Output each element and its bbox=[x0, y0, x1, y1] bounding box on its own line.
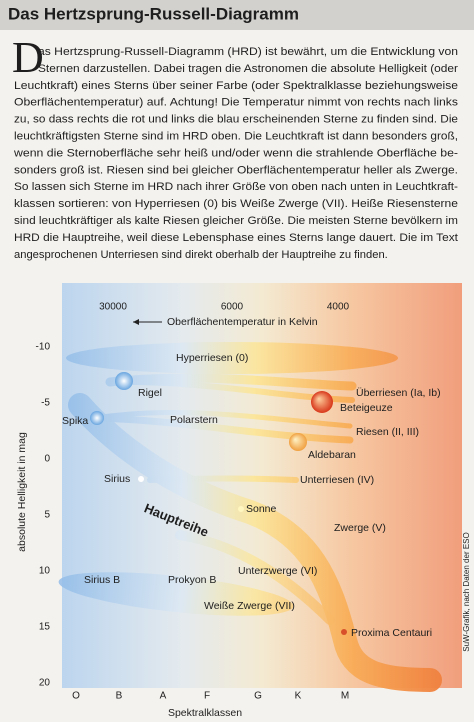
paragraph-line: wenn die Sternoberfläche sehr heiß und/o… bbox=[13, 147, 458, 159]
hypergiant-region bbox=[66, 342, 398, 374]
paragraph-line: Leuchtkraft) eines Sterns über seiner Fa… bbox=[14, 80, 458, 92]
star bbox=[238, 506, 244, 512]
temperature-tick: 4000 bbox=[327, 302, 350, 313]
region-label: Überriesen (Ia, Ib) bbox=[356, 387, 441, 399]
star-label: Prokyon B bbox=[168, 574, 216, 586]
paragraph-line: zu, so dass rechts die rot und links die… bbox=[14, 114, 458, 126]
star-label: Rigel bbox=[138, 387, 162, 399]
region-label: Hyperriesen (0) bbox=[176, 352, 248, 364]
magnitude-tick: -10 bbox=[36, 342, 51, 353]
paragraph-line: sind leuchtkräftiger als kalte Riesen gl… bbox=[14, 215, 458, 227]
star-label: Proxima Centauri bbox=[351, 627, 432, 639]
stars bbox=[90, 372, 347, 635]
paragraph: as Hertzsprung-Russell-Diagramm (HRD) is… bbox=[13, 46, 459, 261]
region-label: Unterriesen (IV) bbox=[300, 474, 374, 486]
credit: SuW-Grafik, nach Daten der ESO bbox=[462, 532, 471, 651]
magnitude-tick: 5 bbox=[44, 510, 50, 521]
star bbox=[138, 476, 144, 482]
subdwarf-band bbox=[175, 530, 335, 625]
region-label: Zwerge (V) bbox=[334, 522, 386, 534]
temperature-tick: 30000 bbox=[99, 302, 127, 313]
star bbox=[311, 391, 333, 413]
star-label: Sonne bbox=[246, 503, 277, 515]
star-label: Sirius B bbox=[84, 574, 120, 586]
star bbox=[90, 411, 104, 425]
star bbox=[289, 433, 307, 451]
paragraph-line: klassen sortieren: von Hyperriesen (0) b… bbox=[14, 198, 458, 210]
spectral-class: O bbox=[72, 691, 80, 702]
star bbox=[341, 629, 347, 635]
paragraph-line: sonders groß ist. Riesen sind bei gleich… bbox=[14, 164, 458, 176]
giant-band bbox=[92, 409, 353, 429]
temperature-label: Oberflächentemperatur in Kelvin bbox=[167, 316, 318, 328]
magnitude-tick: 0 bbox=[44, 454, 50, 465]
x-axis-label: Spektralklassen bbox=[168, 707, 242, 719]
magnitude-tick: -5 bbox=[41, 398, 50, 409]
drop-cap: D bbox=[12, 33, 44, 82]
magnitude-tick: 15 bbox=[39, 622, 51, 633]
star-label: Aldebaran bbox=[308, 449, 356, 461]
magnitude-tick: 10 bbox=[39, 566, 51, 577]
magnitude-tick: 20 bbox=[39, 678, 51, 689]
star-label: Beteigeuze bbox=[340, 402, 393, 414]
paragraph-line: So lassen sich Sterne im HRD nach ihrer … bbox=[14, 181, 458, 193]
star-label: Sirius bbox=[104, 473, 130, 485]
giant-band bbox=[91, 414, 354, 444]
y-axis-label: absolute Helligkeit in mag bbox=[16, 432, 28, 552]
paragraph-line: Sternen darzustellen. Dabei tragen die A… bbox=[38, 63, 458, 75]
star bbox=[115, 372, 133, 390]
title-bar bbox=[0, 0, 474, 30]
spectral-class: G bbox=[254, 691, 262, 702]
paragraph-line: HRD die Hauptreihe, weil diese Lebenspha… bbox=[14, 232, 459, 244]
paragraph-line: leuchtkräftigsten Sterne sind im HRD obe… bbox=[14, 130, 458, 142]
star-label: Polarstern bbox=[170, 414, 218, 426]
spectral-class: M bbox=[341, 691, 349, 702]
region-label: Weiße Zwerge (VII) bbox=[204, 600, 295, 612]
spectral-class: K bbox=[295, 691, 302, 702]
main-sequence bbox=[68, 393, 442, 692]
title: Das Hertzsprung-Russell-Diagramm bbox=[8, 4, 299, 23]
paragraph-line: as Hertzsprung-Russell-Diagramm (HRD) is… bbox=[38, 46, 458, 58]
temperature-tick: 6000 bbox=[221, 302, 244, 313]
spectral-class: B bbox=[116, 691, 123, 702]
paragraph-line: Oberflächentemperatur) auf. Achtung! Die… bbox=[14, 97, 458, 109]
spectral-class: A bbox=[160, 691, 167, 702]
paragraph-line: angesprochenen Unterriesen sind direkt o… bbox=[14, 249, 388, 261]
arrow-head bbox=[133, 319, 139, 325]
spectral-class: F bbox=[204, 691, 210, 702]
white-dwarf-region bbox=[58, 572, 294, 616]
region-label: Unterzwerge (VI) bbox=[238, 565, 317, 577]
star-label: Spika bbox=[62, 415, 88, 427]
region-label: Riesen (II, III) bbox=[356, 426, 419, 438]
